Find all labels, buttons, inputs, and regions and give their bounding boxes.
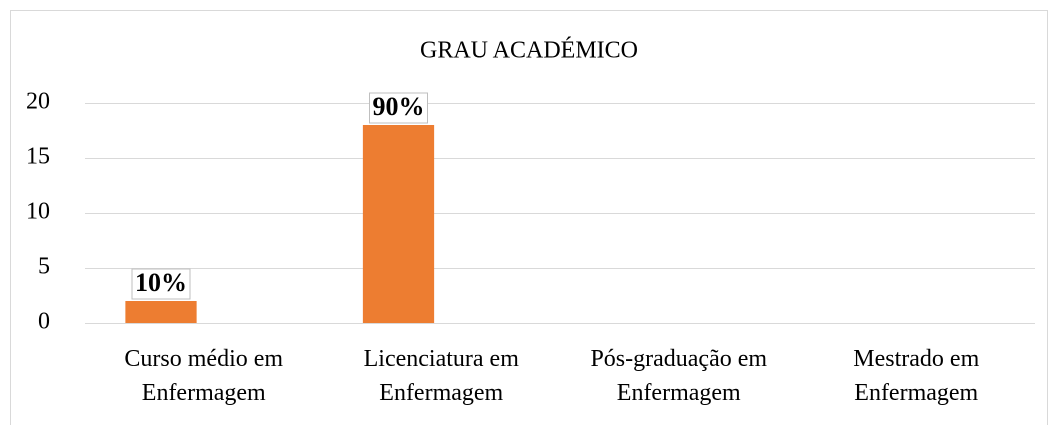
y-tick-label: 5 (38, 254, 50, 280)
x-tick-label: Curso médio em Enfermagem (124, 346, 284, 406)
chart-title: GRAU ACADÉMICO (420, 38, 638, 64)
value-label-box (369, 92, 428, 124)
y-tick-label: 20 (26, 89, 50, 115)
y-tick-label: 15 (26, 144, 50, 170)
x-tick-label: Pós-graduação em Enfermagem (590, 346, 768, 406)
value-label: 90% (373, 92, 425, 121)
y-tick-label: 10 (26, 199, 50, 225)
chart-border (10, 10, 1048, 425)
bar (362, 125, 435, 323)
bar (125, 301, 197, 323)
value-label-box (131, 268, 191, 300)
y-tick-label: 0 (38, 309, 50, 335)
x-tick-label: Licenciatura em Enfermagem (363, 346, 519, 406)
value-label: 10% (135, 268, 187, 297)
x-tick-label: Mestrado em Enfermagem (853, 346, 980, 406)
